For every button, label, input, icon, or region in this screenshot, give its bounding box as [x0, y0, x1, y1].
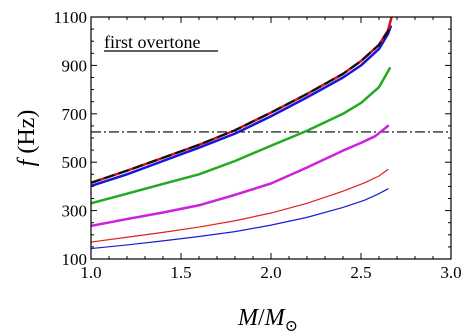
x-axis-label-sub: M [264, 305, 287, 331]
x-tick-label: 1.5 [170, 263, 191, 282]
tick-labels: 1.0 1.5 2.0 2.5 3.0 100 300 500 700 900 1100 [54, 8, 462, 282]
y-axis-label: f (Hz) [14, 110, 40, 167]
y-tick-label: 700 [62, 105, 88, 124]
x-axis-label-slash: / [258, 305, 265, 331]
axis-ticks [90, 16, 452, 260]
y-tick-label: 500 [62, 153, 88, 172]
x-tick-label: 3.0 [440, 263, 461, 282]
series-line-2 [91, 168, 389, 243]
series-layer [91, 17, 393, 250]
y-tick-label: 900 [62, 56, 88, 75]
x-axis-label: M/M⊙ [237, 305, 298, 334]
series-line-7 [91, 24, 391, 184]
series-line-3 [91, 124, 390, 228]
y-axis-label-unit: (Hz) [14, 110, 40, 160]
y-tick-label: 300 [62, 202, 88, 221]
x-axis-label-main: M [237, 305, 260, 331]
x-tick-label: 1.0 [80, 263, 101, 282]
x-tick-label: 2.0 [260, 263, 281, 282]
series-line-1 [91, 188, 389, 250]
series-line-5 [91, 25, 392, 188]
x-tick-label: 2.5 [350, 263, 371, 282]
annotation-label: first overtone [104, 32, 200, 52]
plot-frame [90, 16, 452, 260]
y-tick-label: 100 [62, 250, 88, 269]
x-axis-label-sun-symbol: ⊙ [285, 318, 298, 334]
y-tick-label: 1100 [54, 8, 87, 27]
series-line-4 [91, 67, 392, 205]
y-axis-label-main: f [14, 156, 40, 166]
